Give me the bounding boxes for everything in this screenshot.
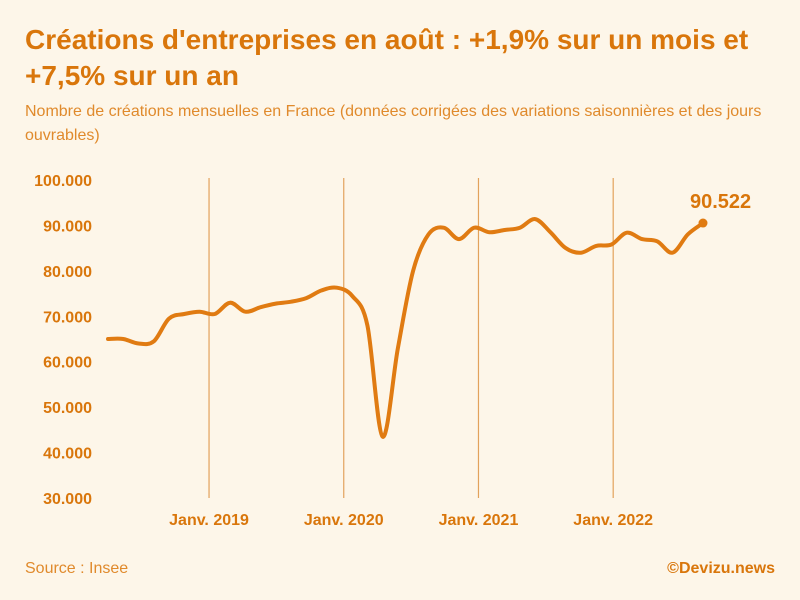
x-tick-label: Janv. 2020 <box>304 512 384 529</box>
y-tick-label: 50.000 <box>43 400 92 417</box>
source-note: Source : Insee <box>25 560 129 577</box>
y-tick-label: 90.000 <box>43 218 92 235</box>
end-point <box>698 218 708 228</box>
y-tick-label: 40.000 <box>43 446 92 463</box>
x-tick-label: Janv. 2022 <box>573 512 653 529</box>
series: 90.522 <box>106 191 751 439</box>
x-axis: Janv. 2019 Janv. 2020 Janv. 2021 Janv. 2022 <box>169 512 653 529</box>
series-line <box>106 217 705 439</box>
y-tick-label: 60.000 <box>43 355 92 372</box>
y-tick-label: 30.000 <box>43 491 92 508</box>
x-tick-label: Janv. 2021 <box>439 512 519 529</box>
end-value-label: 90.522 <box>690 191 751 213</box>
y-tick-label: 80.000 <box>43 264 92 281</box>
y-tick-label: 100.000 <box>34 173 92 190</box>
chart-title: Créations d'entreprises en août : +1,9% … <box>25 24 749 91</box>
credit-link[interactable]: ©Devizu.news <box>667 560 775 577</box>
y-tick-label: 70.000 <box>43 309 92 326</box>
chart-subtitle: Nombre de créations mensuelles en France… <box>25 103 762 144</box>
y-axis: 30.000 40.000 50.000 60.000 70.000 80.000 90.0… <box>34 173 92 508</box>
x-tick-label: Janv. 2019 <box>169 512 249 529</box>
gridlines <box>208 178 614 498</box>
